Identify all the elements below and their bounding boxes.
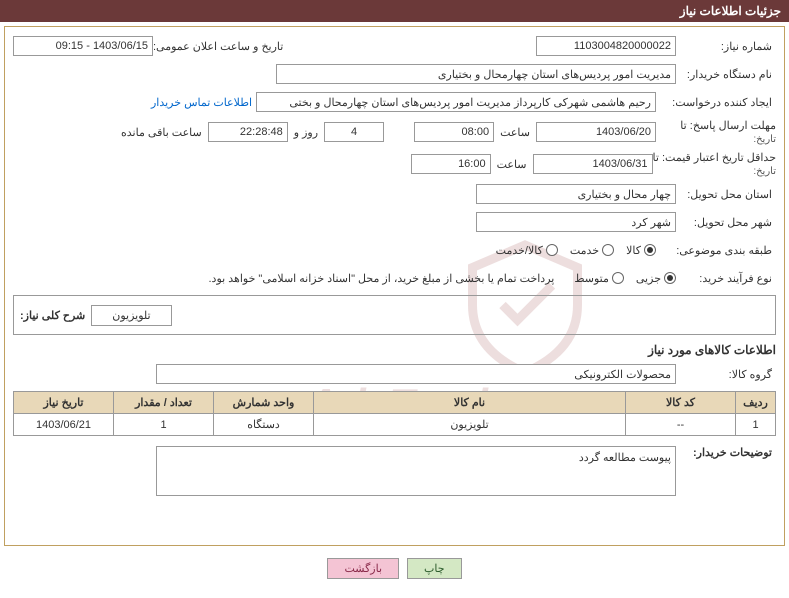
radio-goods-service[interactable]: کالا/خدمت: [496, 244, 558, 257]
row-buyer-org: نام دستگاه خریدار: مدیریت امور پردیس‌های…: [13, 63, 776, 85]
label-hour-1: ساعت: [500, 126, 530, 139]
row-purchase-type: نوع فرآیند خرید: جزیی متوسط پرداخت تمام …: [13, 267, 776, 289]
label-deadline: مهلت ارسال پاسخ: تا: [656, 119, 776, 132]
label-need-number: شماره نیاز:: [676, 40, 776, 53]
field-announce-date: 1403/06/15 - 09:15: [13, 36, 153, 56]
field-validity-date: 1403/06/31: [533, 154, 653, 174]
th-date: تاریخ نیاز: [14, 392, 114, 414]
label-goods-group: گروه کالا:: [676, 368, 776, 381]
print-button[interactable]: چاپ: [407, 558, 462, 579]
row-need-number: شماره نیاز: 1103004820000022 تاریخ و ساع…: [13, 35, 776, 57]
th-name: نام کالا: [314, 392, 626, 414]
label-announce-date: تاریخ و ساعت اعلان عمومی:: [153, 40, 287, 53]
field-buyer-notes: پیوست مطالعه گردد: [156, 446, 676, 496]
title-bar: جزئیات اطلاعات نیاز: [0, 0, 789, 22]
label-deadline-group: مهلت ارسال پاسخ: تا تاریخ:: [656, 119, 776, 145]
field-remaining-days: 4: [324, 122, 384, 142]
field-deadline-date: 1403/06/20: [536, 122, 656, 142]
page-title: جزئیات اطلاعات نیاز: [680, 4, 781, 18]
row-goods-group: گروه کالا: محصولات الکترونیکی: [13, 363, 776, 385]
radio-group-purchase: جزیی متوسط: [574, 272, 676, 285]
td-row: 1: [736, 414, 776, 436]
label-buyer-notes: توضیحات خریدار:: [676, 446, 776, 459]
radio-circle-icon: [546, 244, 558, 256]
row-city: شهر محل تحویل: شهر کرد: [13, 211, 776, 233]
label-deadline-sub: تاریخ:: [656, 134, 776, 145]
main-container: جزئیات اطلاعات نیاز AriaTender.net شماره…: [0, 0, 789, 598]
field-province: چهار محال و بختیاری: [476, 184, 676, 204]
label-purchase-type: نوع فرآیند خرید:: [676, 272, 776, 285]
td-qty: 1: [114, 414, 214, 436]
td-code: --: [626, 414, 736, 436]
radio-small[interactable]: جزیی: [636, 272, 676, 285]
row-province: استان محل تحویل: چهار محال و بختیاری: [13, 183, 776, 205]
table-header-row: ردیف کد کالا نام کالا واحد شمارش تعداد /…: [14, 392, 776, 414]
radio-circle-icon: [664, 272, 676, 284]
field-goods-group: محصولات الکترونیکی: [156, 364, 676, 384]
row-deadline: مهلت ارسال پاسخ: تا تاریخ: 1403/06/20 سا…: [13, 119, 776, 145]
radio-circle-icon: [612, 272, 624, 284]
label-time-remaining: ساعت باقی مانده: [121, 126, 202, 139]
field-validity-time: 16:00: [411, 154, 491, 174]
label-hour-2: ساعت: [497, 158, 527, 171]
field-city: شهر کرد: [476, 212, 676, 232]
table-row: 1 -- تلویزیون دستگاه 1 1403/06/21: [14, 414, 776, 436]
link-contact-buyer[interactable]: اطلاعات تماس خریدار: [151, 96, 252, 109]
field-requester: رحیم هاشمی شهرکی کارپرداز مدیریت امور پر…: [256, 92, 656, 112]
label-validity: حداقل تاریخ اعتبار قیمت: تا: [653, 151, 776, 164]
th-unit: واحد شمارش: [214, 392, 314, 414]
label-category: طبقه بندی موضوعی:: [656, 244, 776, 257]
field-deadline-time: 08:00: [414, 122, 494, 142]
row-validity: حداقل تاریخ اعتبار قیمت: تا تاریخ: 1403/…: [13, 151, 776, 177]
goods-table: ردیف کد کالا نام کالا واحد شمارش تعداد /…: [13, 391, 776, 436]
radio-label-small: جزیی: [636, 272, 661, 285]
label-requester: ایجاد کننده درخواست:: [656, 96, 776, 109]
section-goods-header: اطلاعات کالاهای مورد نیاز: [13, 343, 776, 357]
content-inner: شماره نیاز: 1103004820000022 تاریخ و ساع…: [13, 35, 776, 496]
label-validity-sub: تاریخ:: [653, 166, 776, 177]
field-remaining-time: 22:28:48: [208, 122, 288, 142]
label-buyer-org: نام دستگاه خریدار:: [676, 68, 776, 81]
field-buyer-org: مدیریت امور پردیس‌های استان چهارمحال و ب…: [276, 64, 676, 84]
field-need-number: 1103004820000022: [536, 36, 676, 56]
td-date: 1403/06/21: [14, 414, 114, 436]
back-button[interactable]: بازگشت: [327, 558, 399, 579]
radio-goods[interactable]: کالا: [626, 244, 656, 257]
th-row: ردیف: [736, 392, 776, 414]
label-need-summary: شرح کلی نیاز:: [20, 309, 85, 322]
content-frame: AriaTender.net شماره نیاز: 1103004820000…: [4, 26, 785, 546]
th-qty: تعداد / مقدار: [114, 392, 214, 414]
radio-medium[interactable]: متوسط: [574, 272, 624, 285]
label-validity-group: حداقل تاریخ اعتبار قیمت: تا تاریخ:: [653, 151, 776, 177]
td-unit: دستگاه: [214, 414, 314, 436]
button-bar: چاپ بازگشت: [0, 550, 789, 587]
row-requester: ایجاد کننده درخواست: رحیم هاشمی شهرکی کا…: [13, 91, 776, 113]
radio-label-goods: کالا: [626, 244, 641, 257]
th-code: کد کالا: [626, 392, 736, 414]
radio-label-service: خدمت: [570, 244, 599, 257]
radio-group-category: کالا خدمت کالا/خدمت: [496, 244, 656, 257]
radio-label-goods-service: کالا/خدمت: [496, 244, 543, 257]
td-name: تلویزیون: [314, 414, 626, 436]
summary-box: تلویزیون: [91, 305, 171, 326]
radio-circle-icon: [602, 244, 614, 256]
label-days-and: روز و: [294, 126, 318, 139]
radio-circle-icon: [644, 244, 656, 256]
label-city: شهر محل تحویل:: [676, 216, 776, 229]
radio-service[interactable]: خدمت: [570, 244, 614, 257]
summary-frame: تلویزیون شرح کلی نیاز:: [13, 295, 776, 335]
label-province: استان محل تحویل:: [676, 188, 776, 201]
row-buyer-notes: توضیحات خریدار: پیوست مطالعه گردد: [13, 446, 776, 496]
radio-label-medium: متوسط: [574, 272, 609, 285]
payment-note: پرداخت تمام یا بخشی از مبلغ خرید، از محل…: [209, 272, 555, 285]
row-category: طبقه بندی موضوعی: کالا خدمت کالا/خدمت: [13, 239, 776, 261]
